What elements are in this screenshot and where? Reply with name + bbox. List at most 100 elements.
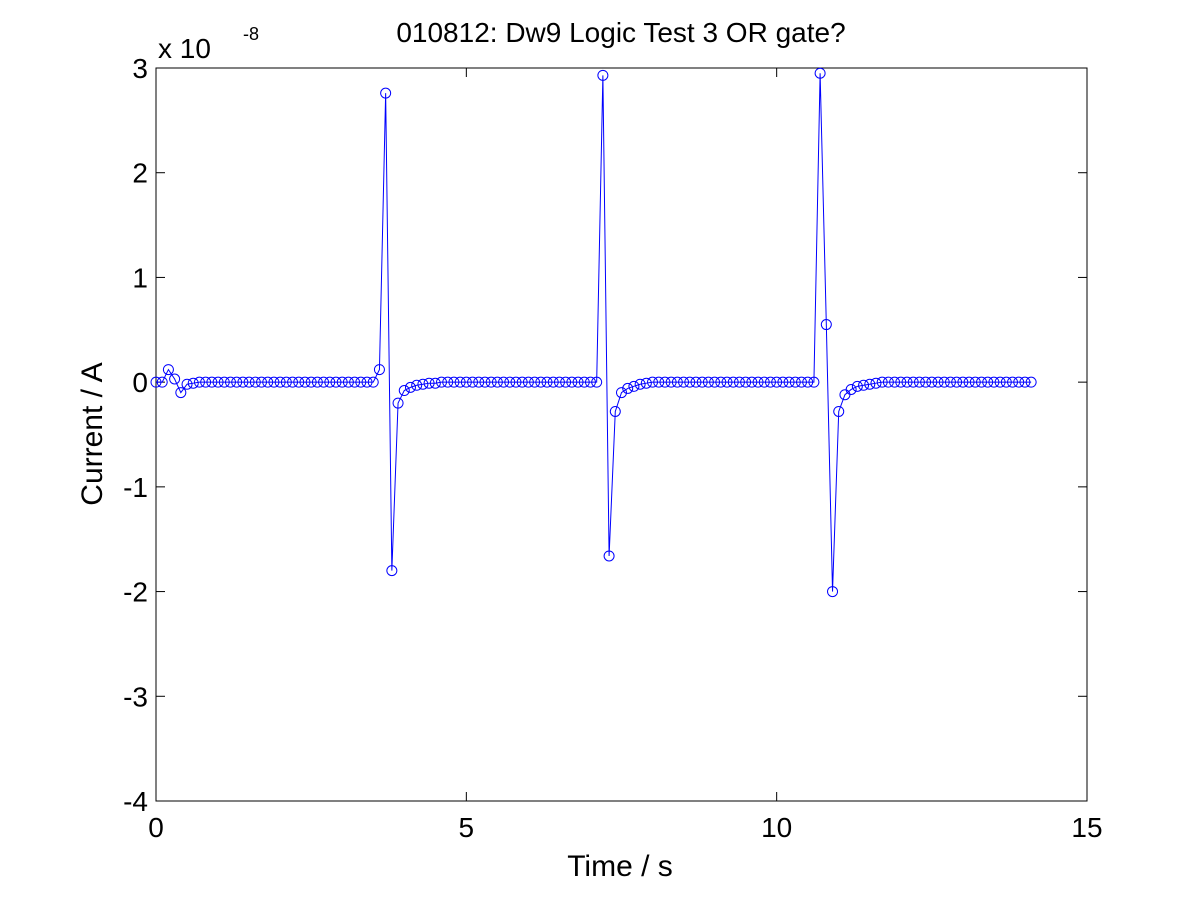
data-point — [318, 376, 330, 388]
y-tick-label: -3 — [123, 681, 148, 712]
data-point — [491, 376, 503, 388]
data-point — [727, 376, 739, 388]
data-point — [882, 376, 894, 388]
x-tick-label: 15 — [1071, 812, 1102, 843]
data-point — [628, 380, 640, 392]
data-point — [429, 377, 441, 389]
data-point — [920, 376, 932, 388]
data-point — [715, 376, 727, 388]
data-point — [783, 376, 795, 388]
data-point — [454, 376, 466, 388]
data-point — [758, 376, 770, 388]
data-point — [616, 387, 627, 399]
data-point — [175, 387, 187, 399]
data-point — [932, 376, 944, 388]
x-axis-label: Time / s — [567, 850, 673, 883]
data-point — [789, 376, 801, 388]
data-point — [733, 376, 745, 388]
data-point — [864, 378, 876, 390]
data-point — [516, 376, 528, 388]
data-point — [566, 376, 578, 388]
data-point — [895, 376, 907, 388]
data-point — [665, 376, 677, 388]
chart-title: 010812: Dw9 Logic Test 3 OR gate? — [396, 17, 845, 48]
data-point — [380, 87, 392, 99]
y-axis-multiplier: x 10 — [158, 33, 211, 64]
data-point — [373, 364, 385, 376]
data-point — [702, 376, 714, 388]
data-point — [591, 376, 603, 388]
data-point — [274, 376, 286, 388]
data-point — [808, 376, 820, 388]
data-point — [305, 376, 317, 388]
data-point — [224, 376, 236, 388]
data-point — [777, 376, 789, 388]
data-point — [678, 376, 690, 388]
data-point — [218, 376, 230, 388]
data-point — [479, 376, 491, 388]
data-point — [938, 376, 950, 388]
data-point — [187, 377, 199, 389]
data-point — [280, 376, 292, 388]
data-point — [752, 376, 764, 388]
data-point — [640, 377, 652, 389]
data-point — [1025, 376, 1037, 388]
data-point — [746, 376, 758, 388]
data-point — [926, 376, 938, 388]
data-point — [256, 376, 268, 388]
data-point — [485, 376, 497, 388]
data-point — [436, 376, 448, 388]
axis-ticks — [155, 67, 1088, 802]
data-point — [212, 376, 224, 388]
y-tick-label: 1 — [132, 262, 148, 293]
data-point — [1000, 376, 1012, 388]
data-point — [982, 376, 994, 388]
axis-tick-labels: 0 5 10 15 -4 -3 -2 -1 0 1 2 3 — [123, 53, 1102, 843]
y-tick-label: 0 — [132, 367, 148, 398]
data-point — [169, 373, 181, 385]
data-point — [504, 376, 516, 388]
data-point — [827, 586, 839, 598]
data-point — [243, 376, 255, 388]
data-point — [324, 376, 336, 388]
data-point — [845, 383, 857, 395]
data-point — [467, 376, 479, 388]
data-point — [597, 69, 609, 81]
data-point — [293, 376, 305, 388]
data-point — [858, 379, 870, 391]
data-point — [498, 376, 510, 388]
data-point — [522, 376, 534, 388]
data-point — [231, 376, 243, 388]
data-point — [386, 565, 398, 577]
data-point — [963, 376, 975, 388]
data-point — [560, 376, 572, 388]
data-point — [355, 376, 367, 388]
data-point — [529, 376, 541, 388]
data-point — [150, 376, 162, 388]
data-point — [622, 382, 634, 394]
data-point — [330, 376, 342, 388]
data-point — [299, 376, 311, 388]
data-point — [249, 376, 261, 388]
data-point — [162, 364, 174, 376]
data-point — [268, 376, 280, 388]
series-points — [150, 67, 1037, 598]
plot-frame — [155, 67, 1088, 802]
data-point — [404, 381, 416, 393]
data-point — [671, 376, 683, 388]
y-tick-label: 3 — [132, 53, 148, 84]
data-point — [901, 376, 913, 388]
data-point — [423, 377, 435, 389]
data-point — [907, 376, 919, 388]
data-point — [609, 405, 621, 417]
y-axis-multiplier-exponent: -8 — [243, 24, 259, 44]
data-point — [392, 397, 404, 409]
data-point — [988, 376, 1000, 388]
series-line — [156, 73, 1032, 592]
data-point — [969, 376, 981, 388]
data-point — [460, 376, 472, 388]
data-point — [1007, 376, 1019, 388]
data-point — [889, 376, 901, 388]
data-point — [684, 376, 696, 388]
data-point — [876, 376, 888, 388]
